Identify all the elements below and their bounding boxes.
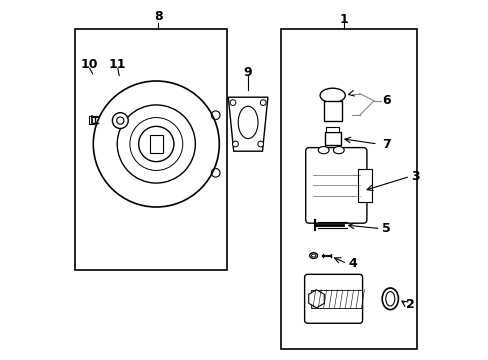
Bar: [323, 101, 341, 121]
Ellipse shape: [333, 147, 344, 154]
Text: 2: 2: [405, 298, 414, 311]
Text: 1: 1: [339, 13, 347, 26]
Bar: [310, 290, 361, 308]
Ellipse shape: [238, 106, 258, 139]
Circle shape: [230, 100, 235, 105]
Circle shape: [257, 141, 263, 147]
Bar: [325, 127, 339, 132]
FancyBboxPatch shape: [304, 274, 362, 323]
Text: 6: 6: [382, 94, 390, 107]
Polygon shape: [228, 97, 267, 151]
Bar: [357, 169, 371, 202]
Ellipse shape: [318, 147, 328, 154]
FancyBboxPatch shape: [305, 148, 366, 223]
Ellipse shape: [309, 253, 317, 258]
Circle shape: [117, 117, 123, 124]
Text: 4: 4: [347, 257, 356, 270]
Circle shape: [232, 141, 238, 147]
Ellipse shape: [320, 88, 345, 103]
Text: 7: 7: [382, 138, 390, 150]
Bar: [149, 135, 163, 153]
Text: 9: 9: [244, 66, 252, 78]
Bar: [324, 132, 340, 145]
Text: 5: 5: [382, 222, 390, 235]
Bar: [75, 29, 226, 270]
Bar: [280, 29, 416, 349]
Ellipse shape: [382, 288, 398, 310]
Text: 11: 11: [109, 58, 126, 71]
Text: 8: 8: [153, 10, 162, 23]
Circle shape: [112, 113, 128, 129]
Text: 10: 10: [81, 58, 98, 71]
Ellipse shape: [385, 292, 394, 306]
Polygon shape: [308, 290, 324, 308]
Circle shape: [260, 100, 265, 105]
Text: 3: 3: [410, 170, 419, 183]
Ellipse shape: [311, 254, 315, 257]
